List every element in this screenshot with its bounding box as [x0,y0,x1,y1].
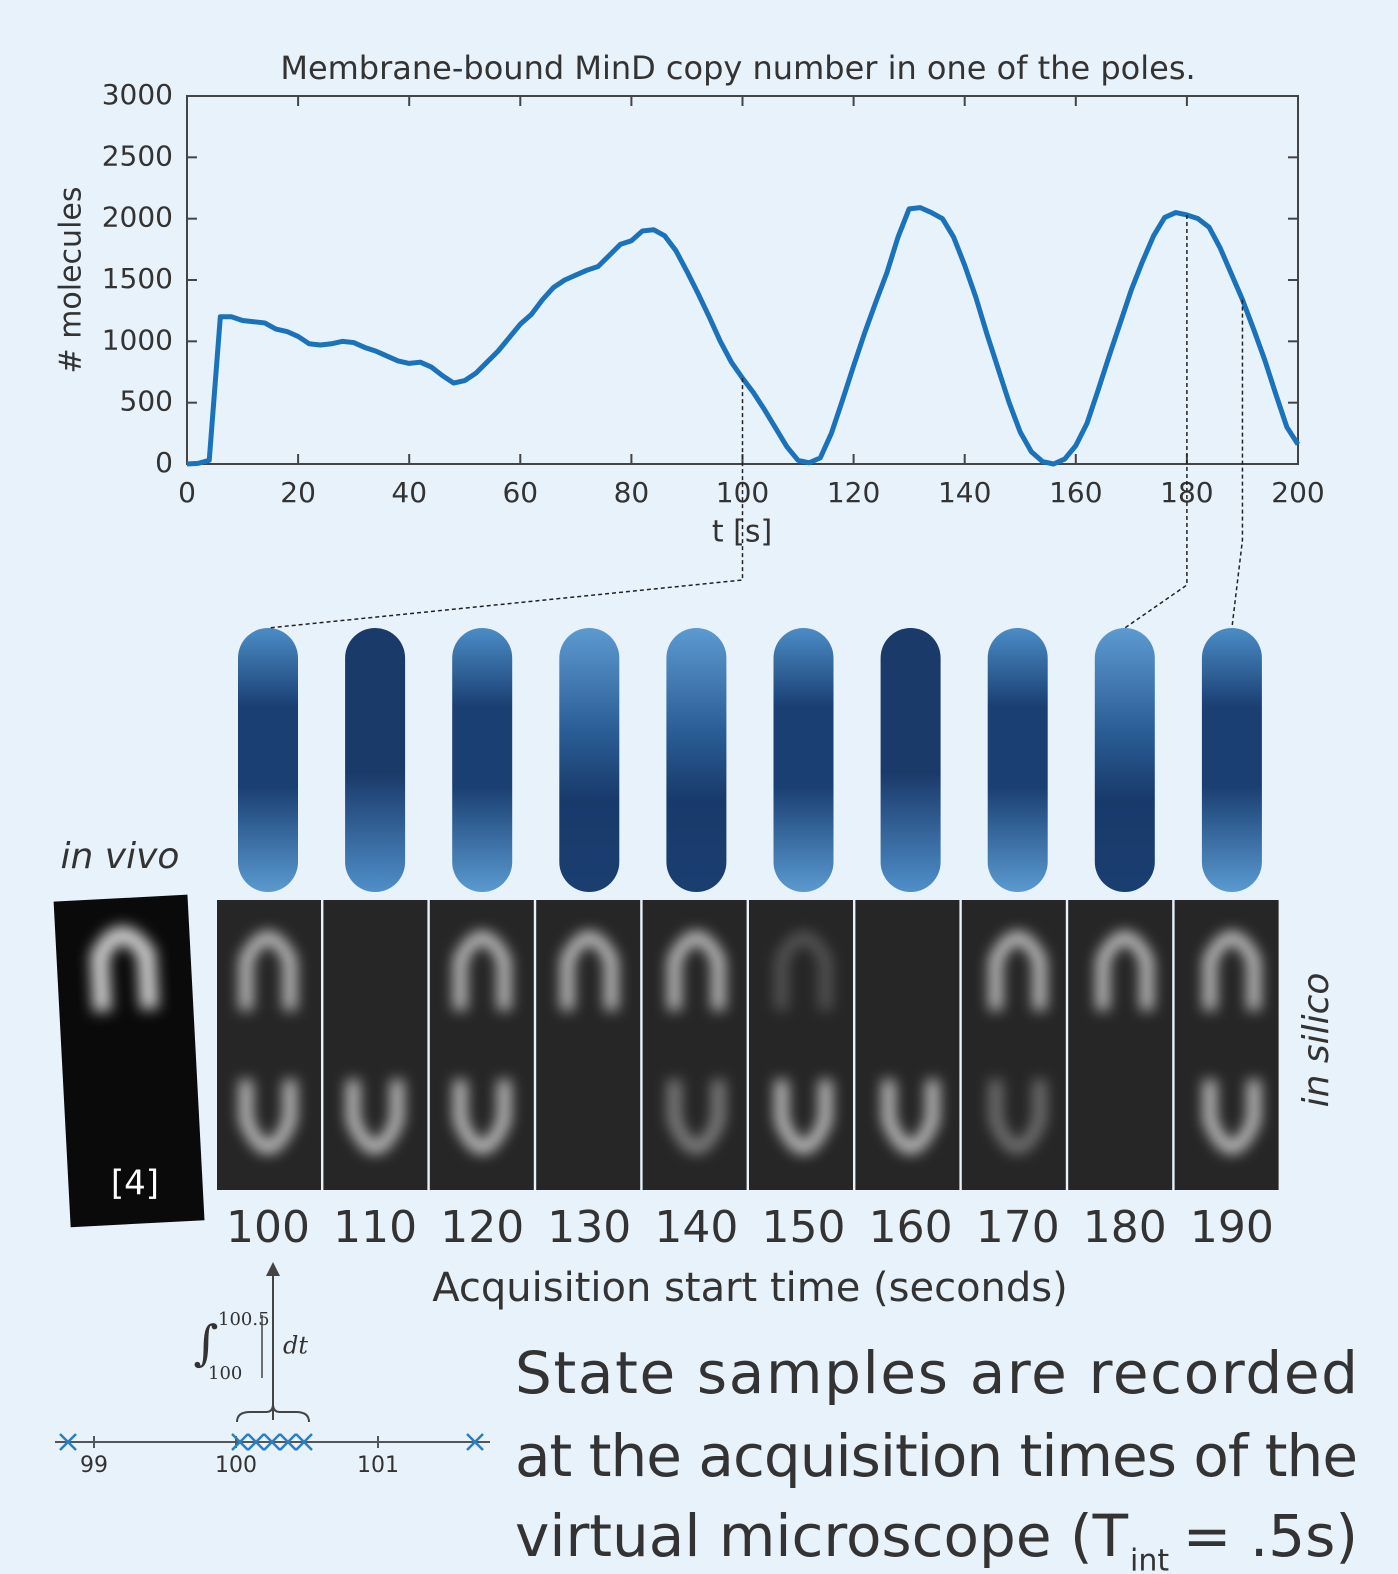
cell-images [217,628,1279,1190]
timeline-tick-label: 101 [357,1453,399,1478]
simulated-cell [666,628,727,892]
acquisition-time: 140 [654,1202,738,1253]
micrograph-panel [536,900,641,1190]
y-tick-label: 0 [155,446,173,479]
x-tick-label: 0 [178,476,196,509]
x-tick-label: 20 [280,476,316,509]
integral-upper: 100.5 [218,1309,270,1330]
differential: dt [283,1332,308,1360]
statement-subscript: int [1130,1544,1169,1574]
simulated-cell [773,628,834,892]
in-vivo-image [53,894,205,1228]
x-tick-label: 80 [614,476,650,509]
in-silico-label: in silico [1296,973,1337,1108]
acquisition-time: 180 [1083,1202,1167,1253]
simulated-cell [1201,628,1262,892]
acquisition-time: 160 [869,1202,953,1253]
micrograph-signal [989,931,1046,1010]
y-tick-label: 2500 [102,139,173,172]
data-line [186,205,1301,467]
sample-cross [231,1433,249,1451]
micrograph-signal [882,1080,939,1154]
x-tick-label: 60 [502,476,538,509]
in-vivo-frame [53,894,205,1228]
y-tick-label: 1000 [102,323,173,356]
times-label: Acquisition start time (seconds) [432,1265,1067,1311]
in-vivo-label: in vivo [61,836,180,877]
acquisition-time: 110 [333,1202,417,1253]
integral-lower: 100 [208,1363,242,1384]
micrograph-signal [561,931,618,1010]
y-tick-label: 1500 [102,262,173,295]
chart-title: Membrane-bound MinD copy number in one o… [280,49,1195,87]
sample-cross [59,1433,77,1451]
timeline-tick-label: 100 [215,1453,257,1478]
y-axis-label: # molecules [54,187,89,374]
simulated-cell [238,628,298,892]
connector [267,378,744,629]
sample-cross [466,1433,484,1451]
simulated-cell [987,628,1048,892]
acquisition-time: 120 [440,1202,524,1253]
acquisition-time: 130 [547,1202,631,1253]
simulated-cell [880,628,941,892]
statement-line: at the acquisition times of the [515,1422,1358,1490]
micrograph-panel [1068,900,1173,1190]
micrograph-signal [989,1080,1046,1154]
acquisition-time: 100 [226,1202,310,1253]
x-tick-label: 200 [1271,476,1324,509]
micrograph-signal [240,931,296,1010]
micrograph-signal [347,1080,404,1154]
x-tick-label: 120 [827,476,880,509]
connector [1231,299,1244,629]
sample-cross [279,1433,297,1451]
micrograph-signal [668,1080,725,1154]
simulated-cell [1094,628,1155,892]
micrograph-signal [1096,931,1153,1010]
statement-tail: = .5s) [1183,1502,1358,1570]
x-tick-label: 160 [1049,476,1102,509]
micrograph-signal [1203,1080,1260,1154]
acquisition-time: 170 [976,1202,1060,1253]
sample-cross [247,1433,265,1451]
reference: [4] [111,1164,159,1204]
timeline: ∫ [55,1262,490,1443]
micrograph-signal [668,931,725,1010]
simulated-cell [345,628,406,892]
micrograph-signal [240,1080,296,1154]
acquisition-time: 150 [762,1202,846,1253]
simulated-cell [559,628,620,892]
y-tick-label: 3000 [102,78,173,111]
arrow-head [266,1262,280,1276]
brace [236,1403,310,1423]
micrograph-signal [1203,931,1260,1010]
simulated-cell [452,628,513,892]
sample-cross [295,1433,313,1451]
micrograph-signal [454,1080,511,1154]
integral-sign: ∫ [193,1316,218,1372]
connector [1124,214,1188,629]
micrograph-signal [775,1080,832,1154]
acquisition-time: 190 [1190,1202,1274,1253]
x-tick-label: 40 [391,476,427,509]
x-tick-label: 140 [938,476,991,509]
statement-line: State samples are recorded [515,1339,1358,1407]
in-vivo-signal [90,926,159,1012]
micrograph-signal [775,931,832,1010]
statement-line: virtual microscope (T [515,1502,1129,1570]
micrograph-signal [454,931,511,1010]
y-tick-label: 500 [120,385,173,418]
y-tick-label: 2000 [102,201,173,234]
sample-cross [263,1433,281,1451]
timeline-tick-label: 99 [80,1453,108,1478]
